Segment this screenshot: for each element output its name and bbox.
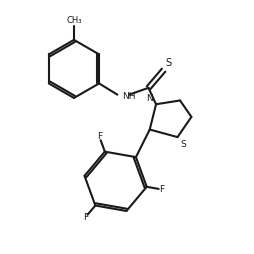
Text: F: F	[97, 132, 102, 141]
Text: F: F	[160, 185, 165, 194]
Text: F: F	[83, 213, 88, 222]
Text: S: S	[180, 140, 186, 149]
Text: N: N	[146, 94, 153, 103]
Text: CH₃: CH₃	[66, 16, 82, 25]
Text: S: S	[166, 58, 172, 68]
Text: NH: NH	[122, 92, 135, 101]
